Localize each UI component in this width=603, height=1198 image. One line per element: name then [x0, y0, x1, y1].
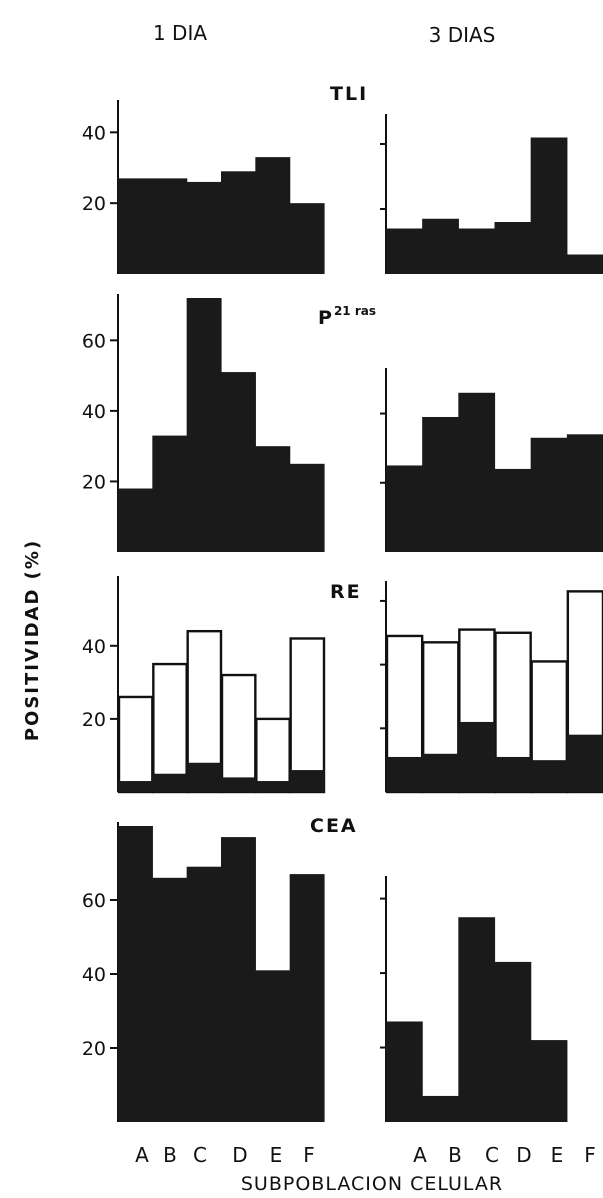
bar-open-left-D	[220, 673, 257, 794]
column-header-1-dia: 1 DIA	[153, 21, 207, 45]
bar-right-D	[494, 222, 532, 274]
category-label: C	[193, 1143, 207, 1167]
bar-filled-right-D	[494, 756, 532, 792]
bar-right-F	[566, 254, 603, 274]
bar-filled-right-A	[386, 756, 423, 792]
bar-filled-left-F	[289, 770, 325, 792]
x-category-labels-3-dias: A B C D E F	[413, 1143, 596, 1167]
y-tick-label: 20	[82, 1038, 106, 1060]
bar-right-D	[494, 961, 532, 1122]
y-tick-label: 20	[82, 193, 106, 215]
y-tick-label: 40	[82, 122, 106, 144]
bar-right-B	[422, 1095, 459, 1122]
bar-right-E	[530, 137, 568, 274]
panel-title-re: RE	[330, 581, 362, 603]
category-label: B	[448, 1143, 462, 1167]
bar-right-F	[566, 434, 603, 552]
bar-filled-right-C	[458, 721, 496, 792]
bar-filled-right-E	[530, 760, 568, 792]
category-label: A	[413, 1143, 427, 1167]
y-tick-label: 40	[82, 636, 106, 658]
bar-left-C	[186, 181, 222, 274]
plot-area: 20 40 20 40 60 20 40 20 40 60	[82, 100, 603, 1122]
bar-right-A	[386, 228, 423, 274]
bar-left-C	[186, 866, 222, 1122]
y-tick-label: 20	[82, 471, 106, 493]
bar-left-A	[118, 178, 153, 274]
bar-right-E	[530, 437, 568, 552]
category-label: F	[303, 1143, 315, 1167]
bar-open-left-B	[152, 662, 188, 794]
bar-right-D	[494, 468, 532, 552]
bar-filled-left-C	[186, 762, 222, 792]
y-tick-label: 20	[82, 709, 106, 731]
bar-left-D	[221, 837, 256, 1122]
y-tick-label: 60	[82, 890, 106, 912]
bar-left-F	[289, 203, 325, 274]
category-label: E	[551, 1143, 564, 1167]
bar-filled-right-F	[566, 734, 603, 792]
bar-filled-left-B	[152, 773, 188, 792]
bar-right-C	[458, 392, 496, 552]
p21ras-p: P	[318, 307, 334, 329]
bar-right-A	[386, 1021, 423, 1122]
bar-filled-right-B	[422, 753, 459, 792]
bar-left-E	[255, 157, 291, 274]
bar-left-B	[152, 877, 188, 1122]
y-tick-label: 40	[82, 401, 106, 423]
x-category-labels-1-dia: A B C D E F	[135, 1143, 315, 1167]
bar-left-E	[255, 970, 291, 1122]
bar-left-A	[118, 488, 153, 552]
category-label: E	[270, 1143, 283, 1167]
category-label: F	[584, 1143, 596, 1167]
y-axis-label: POSITIVIDAD (%)	[22, 539, 43, 741]
category-label: B	[163, 1143, 177, 1167]
panel-title-cea: CEA	[310, 815, 358, 837]
bar-left-E	[255, 446, 291, 552]
bar-left-B	[152, 178, 188, 274]
bar-left-C	[186, 298, 222, 552]
bar-right-C	[458, 228, 496, 274]
bar-filled-left-D	[221, 777, 256, 792]
panel-title-p21ras: P21 ras	[318, 304, 376, 329]
x-axis-label: SUBPOBLACION CELULAR	[241, 1173, 503, 1195]
panel-title-tli: TLI	[330, 83, 368, 105]
y-tick-label: 60	[82, 330, 106, 352]
bar-open-left-F	[289, 637, 326, 794]
p21ras-superscript: 21 ras	[334, 304, 376, 318]
column-header-3-dias: 3 DIAS	[429, 23, 496, 47]
bar-left-F	[289, 463, 325, 552]
bar-right-C	[458, 917, 496, 1122]
category-label: C	[485, 1143, 499, 1167]
bar-right-B	[422, 417, 459, 552]
bar-filled-left-E	[255, 781, 291, 792]
bar-right-E	[530, 1040, 568, 1122]
bar-filled-left-A	[118, 781, 153, 792]
category-label: D	[516, 1143, 531, 1167]
y-tick-label: 40	[82, 964, 106, 986]
bar-right-B	[422, 218, 459, 274]
bar-left-F	[289, 874, 325, 1122]
bar-left-D	[221, 171, 256, 274]
category-label: A	[135, 1143, 149, 1167]
category-label: D	[232, 1143, 247, 1167]
bar-left-A	[118, 826, 153, 1122]
bar-left-D	[221, 372, 256, 552]
bar-left-B	[152, 435, 188, 552]
bar-open-left-A	[117, 695, 154, 794]
bar-right-A	[386, 465, 423, 552]
